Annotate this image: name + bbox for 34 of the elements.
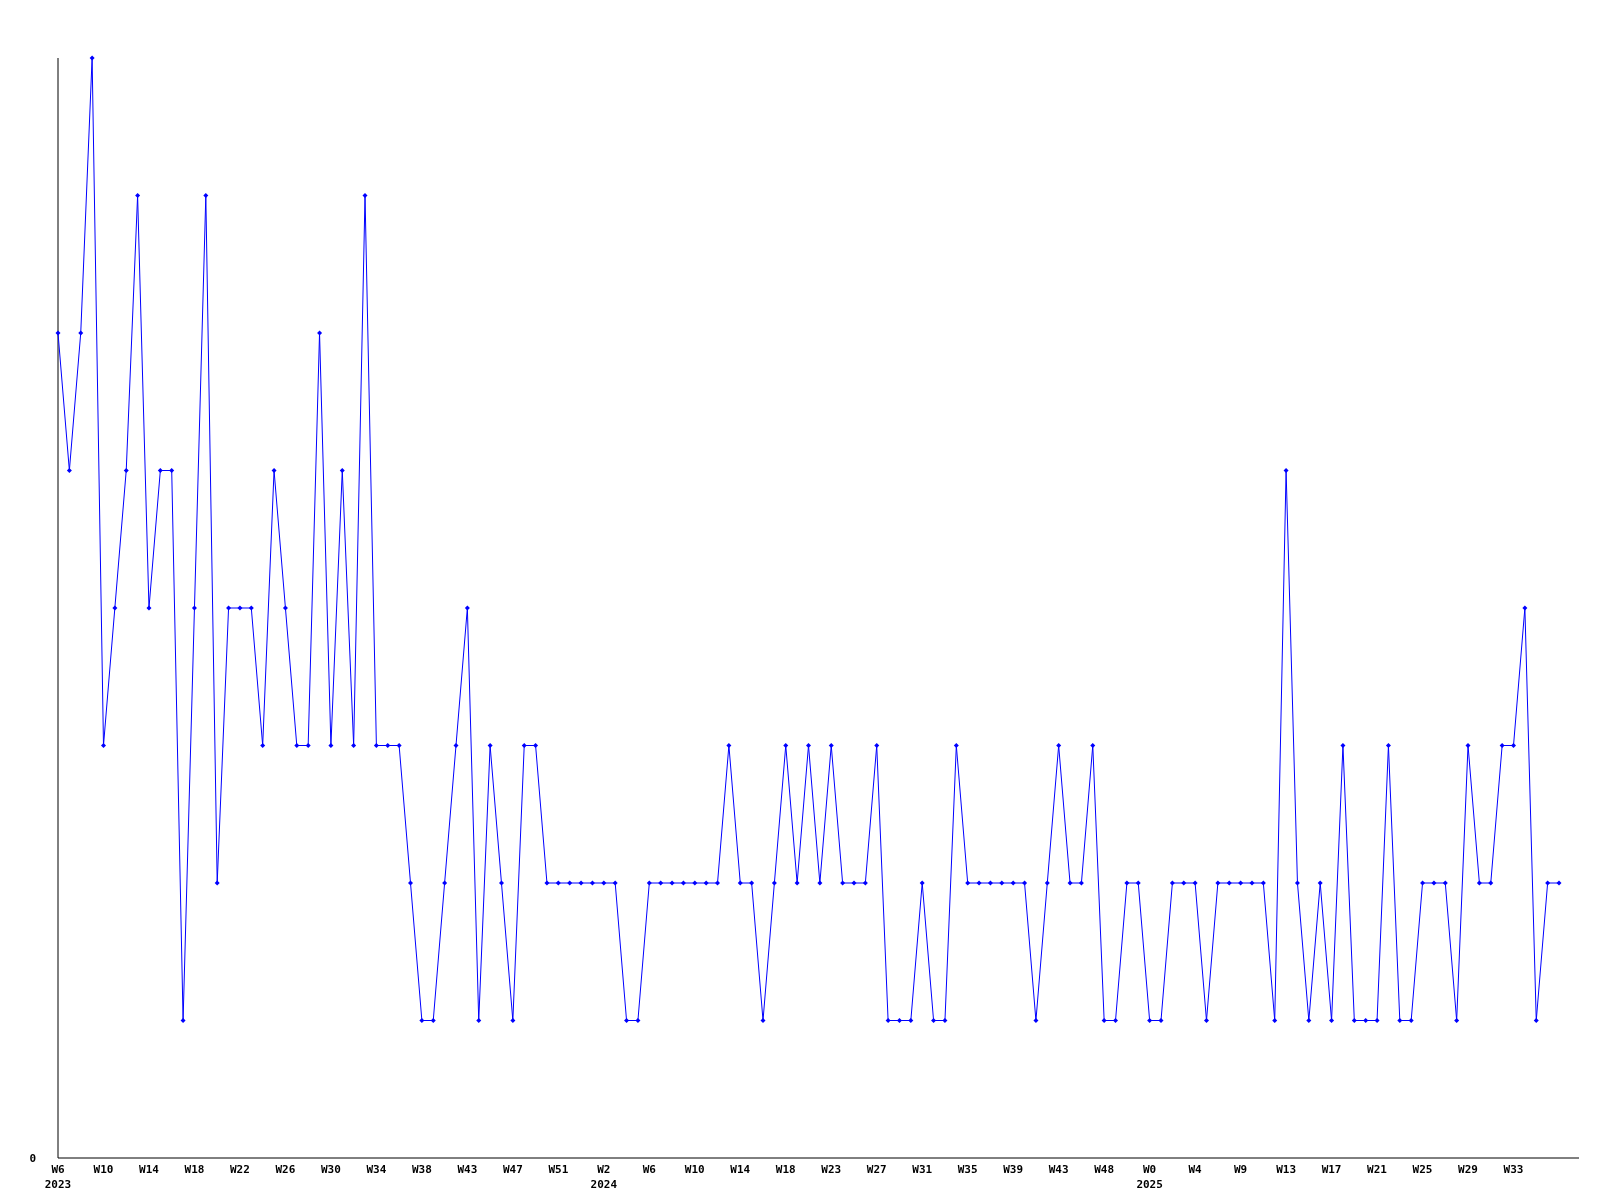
x-tick-label: W17 (1321, 1163, 1342, 1176)
x-tick-label: W13 (1276, 1163, 1297, 1176)
x-tick-label: W48 (1094, 1163, 1115, 1176)
x-tick-label: W10 (93, 1163, 114, 1176)
x-tick-label: W43 (457, 1163, 478, 1176)
x-tick-label: W0 2025 (1136, 1163, 1163, 1191)
x-tick-label: W2 2024 (590, 1163, 618, 1191)
x-tick-label: W31 (912, 1163, 933, 1176)
x-tick-label: W21 (1367, 1163, 1388, 1176)
x-tick-label: W35 (957, 1163, 978, 1176)
text: 0 (29, 1152, 36, 1165)
x-tick-label: W14 (730, 1163, 751, 1176)
x-tick-label: W6 2023 (44, 1163, 72, 1191)
x-tick-label: W29 (1458, 1163, 1478, 1176)
x-tick-label: W43 (1048, 1163, 1069, 1176)
x-tick-label: W14 (139, 1163, 160, 1176)
x-tick-label: W34 (366, 1163, 387, 1176)
x-tick-label: W51 (548, 1163, 569, 1176)
x-tick-label: W9 (1233, 1163, 1248, 1176)
x-tick-label: W23 (821, 1163, 842, 1176)
x-tick-label: W26 (275, 1163, 296, 1176)
x-tick-label: W6 (642, 1163, 657, 1176)
x-tick-label: W39 (1003, 1163, 1024, 1176)
x-tick-label: W47 (502, 1163, 523, 1176)
x-tick-label: W33 (1503, 1163, 1524, 1176)
x-tick-label: W18 (184, 1163, 205, 1176)
x-tick-label: W4 (1188, 1163, 1203, 1176)
x-tick-label: W27 (866, 1163, 887, 1176)
x-tick-label: W18 (775, 1163, 796, 1176)
x-tick-label: W25 (1412, 1163, 1433, 1176)
x-tick-label: W30 (320, 1163, 341, 1176)
x-tick-label: W38 (411, 1163, 432, 1176)
x-tick-label: W22 (230, 1163, 250, 1176)
x-tick-label: W10 (684, 1163, 705, 1176)
